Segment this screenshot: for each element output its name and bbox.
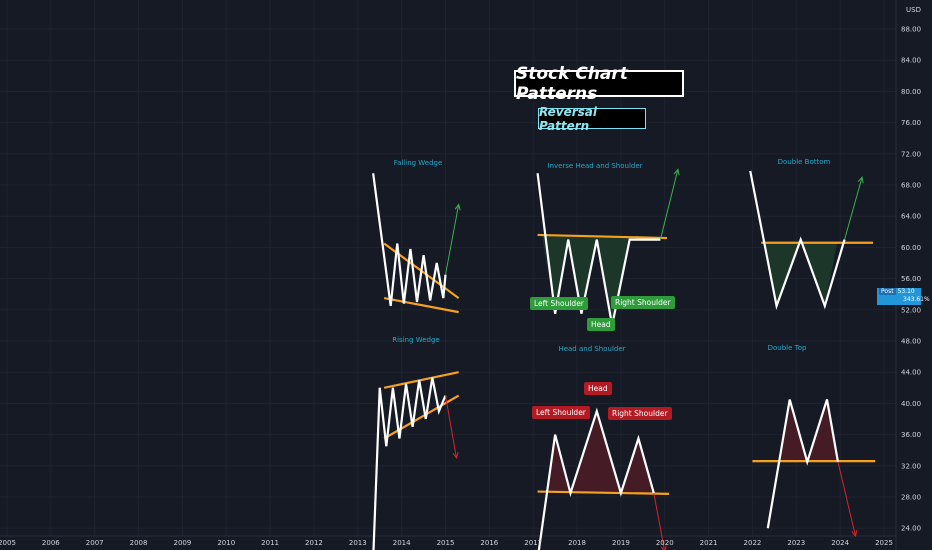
chart-subtitle: Reversal Pattern: [538, 105, 646, 133]
price-tag: Post 53.10 343.61%: [877, 288, 930, 305]
necklines: [383, 233, 876, 495]
x-tick-label: 2010: [217, 539, 235, 547]
y-tick-label: 28.00: [901, 494, 921, 502]
price-tag-change: 343.61%: [903, 296, 930, 303]
down-arrow-head: [660, 545, 667, 550]
x-tick-label: 2019: [612, 539, 630, 547]
hs-head-label: Head: [584, 382, 612, 395]
y-tick-label: 48.00: [901, 338, 921, 346]
price-line: [749, 170, 846, 311]
up-arrow-shaft: [445, 204, 460, 275]
y-tick-label: 36.00: [901, 431, 921, 439]
down-arrow-shaft: [653, 493, 665, 550]
x-tick-label: 2009: [173, 539, 191, 547]
price-line: [766, 399, 840, 529]
hs-left-shoulder-label: Left Shoulder: [532, 406, 590, 419]
up-arrow-shaft: [659, 169, 679, 240]
up-arrow-head: [673, 168, 680, 176]
y-tick-label: 52.00: [901, 306, 921, 314]
ihs-left-shoulder-label: Left Shoulder: [530, 297, 588, 310]
y-tick-label: 56.00: [901, 275, 921, 283]
x-tick-label: 2014: [393, 539, 411, 547]
x-tick-label: 2025: [875, 539, 893, 547]
x-tick-label: 2015: [437, 539, 455, 547]
x-axis: 2005 2006 2007 2008 2009 2010 2011 2012 2013 2014…: [0, 539, 893, 547]
x-tick-label: 2005: [0, 539, 16, 547]
x-tick-label: 2007: [86, 539, 104, 547]
down-arrow-shaft: [837, 461, 856, 537]
currency-label: USD: [906, 6, 921, 14]
grid-lines: [0, 0, 897, 550]
x-tick-label: 2008: [130, 539, 148, 547]
pattern-title-falling-wedge: Falling Wedge: [394, 159, 443, 167]
target-arrows: [445, 168, 864, 550]
y-tick-label: 84.00: [901, 57, 921, 65]
up-arrow-head: [857, 176, 864, 184]
up-arrow-shaft: [844, 177, 863, 240]
y-tick-label: 44.00: [901, 369, 921, 377]
x-tick-label: 2023: [787, 539, 805, 547]
x-tick-label: 2006: [42, 539, 60, 547]
x-tick-label: 2017: [524, 539, 542, 547]
price-tag-prefix: Post: [879, 288, 896, 295]
y-tick-label: 76.00: [901, 119, 921, 127]
x-tick-label: 2016: [480, 539, 498, 547]
neckline: [537, 233, 667, 240]
pattern-fills: [541, 235, 838, 494]
pattern-title-head-shoulders: Head and Shoulder: [558, 345, 625, 353]
pattern-title-double-bottom: Double Bottom: [778, 158, 831, 166]
neckline: [537, 490, 670, 495]
neckline: [383, 371, 459, 389]
price-line: [372, 377, 447, 550]
ihs-right-shoulder-label: Right Shoulder: [611, 296, 675, 309]
neckline: [383, 297, 459, 314]
up-arrow-head: [454, 203, 461, 211]
x-tick-label: 2022: [744, 539, 762, 547]
y-tick-label: 60.00: [901, 244, 921, 252]
pattern-titles: Falling Wedge Inverse Head and Shoulder Do…: [392, 158, 830, 353]
y-tick-label: 80.00: [901, 88, 921, 96]
y-tick-label: 40.00: [901, 400, 921, 408]
x-tick-label: 2012: [305, 539, 323, 547]
hs-fill: [547, 411, 654, 494]
x-tick-label: 2018: [568, 539, 586, 547]
chart-title: Stock Chart Patterns: [514, 64, 684, 104]
y-tick-label: 32.00: [901, 462, 921, 470]
y-tick-label: 68.00: [901, 182, 921, 190]
x-tick-label: 2020: [656, 539, 674, 547]
down-arrow-shaft: [445, 395, 457, 459]
pattern-title-inverse-head-shoulders: Inverse Head and Shoulder: [547, 162, 642, 170]
y-axis: 88.00 84.00 80.00 76.00 72.00 68.00 64.00 60.00…: [901, 26, 921, 533]
y-tick-label: 64.00: [901, 213, 921, 221]
y-tick-label: 24.00: [901, 525, 921, 533]
x-tick-label: 2013: [349, 539, 367, 547]
neckline: [383, 394, 460, 440]
ihs-fill: [541, 235, 647, 326]
price-tag-price: 53.10: [897, 288, 915, 295]
price-line: [537, 407, 655, 550]
x-tick-label: 2024: [831, 539, 849, 547]
y-tick-label: 72.00: [901, 150, 921, 158]
y-tick-label: 88.00: [901, 26, 921, 34]
ihs-head-label: Head: [587, 318, 615, 331]
down-arrow-head: [851, 530, 858, 538]
x-tick-label: 2021: [700, 539, 718, 547]
down-arrow-head: [452, 452, 459, 460]
hs-right-shoulder-label: Right Shoulder: [608, 407, 672, 420]
pattern-title-double-top: Double Top: [768, 344, 807, 352]
x-tick-label: 2011: [261, 539, 279, 547]
pattern-title-rising-wedge: Rising Wedge: [392, 336, 440, 344]
price-line: [372, 173, 447, 307]
